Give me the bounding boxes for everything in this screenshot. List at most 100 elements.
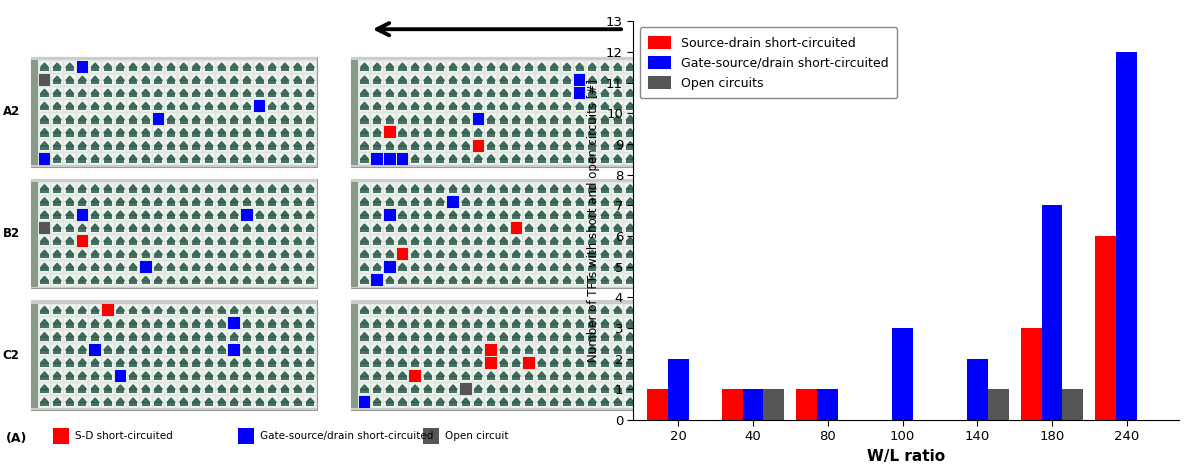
Polygon shape (268, 76, 276, 81)
Bar (306, 67, 314, 71)
Bar (574, 317, 585, 329)
Bar (116, 133, 124, 136)
Polygon shape (281, 276, 289, 281)
Polygon shape (91, 224, 100, 228)
Polygon shape (576, 89, 584, 94)
Bar (562, 87, 572, 99)
Bar (626, 67, 634, 71)
Bar (473, 317, 485, 329)
Bar (216, 317, 228, 329)
Polygon shape (576, 116, 584, 120)
Bar (462, 94, 469, 97)
Bar (512, 268, 520, 271)
Bar (267, 183, 278, 194)
Bar (191, 396, 203, 408)
Polygon shape (294, 372, 302, 376)
Bar (562, 235, 572, 247)
Bar (51, 113, 63, 126)
Polygon shape (78, 250, 87, 254)
Polygon shape (500, 76, 507, 81)
Polygon shape (550, 385, 558, 389)
Bar (447, 222, 459, 234)
Bar (154, 324, 162, 328)
Polygon shape (78, 76, 87, 81)
Bar (129, 268, 137, 271)
Bar (512, 81, 520, 84)
Polygon shape (550, 276, 558, 281)
Polygon shape (306, 250, 314, 254)
Bar (31, 57, 316, 167)
Polygon shape (192, 63, 200, 67)
Bar (563, 94, 571, 97)
Bar (462, 350, 469, 354)
Polygon shape (65, 63, 73, 67)
Bar (562, 152, 572, 165)
Bar (588, 363, 596, 367)
Bar (614, 350, 622, 354)
Bar (511, 87, 523, 99)
Bar (435, 100, 447, 112)
Polygon shape (411, 116, 419, 120)
Bar (574, 87, 585, 99)
Bar (386, 268, 393, 271)
Polygon shape (424, 263, 431, 268)
Bar (154, 389, 162, 393)
Polygon shape (154, 320, 162, 324)
Bar (511, 209, 523, 221)
Bar (140, 330, 152, 343)
Bar (203, 261, 214, 273)
Bar (192, 254, 200, 258)
Bar (384, 87, 396, 99)
Polygon shape (129, 372, 137, 376)
Polygon shape (205, 398, 213, 403)
Bar (474, 389, 482, 393)
Polygon shape (40, 250, 49, 254)
Bar (102, 304, 114, 316)
Bar (218, 254, 225, 258)
Bar (588, 281, 596, 285)
Polygon shape (104, 142, 111, 146)
Bar (205, 376, 213, 380)
Bar (230, 202, 238, 206)
Bar (51, 126, 63, 138)
Bar (89, 100, 101, 112)
Bar (65, 215, 73, 219)
Bar (487, 337, 495, 341)
Bar (473, 209, 485, 221)
Polygon shape (230, 398, 238, 403)
Bar (435, 209, 447, 221)
Polygon shape (129, 89, 137, 94)
Polygon shape (91, 250, 100, 254)
Bar (511, 317, 523, 329)
Polygon shape (230, 250, 238, 254)
Polygon shape (436, 128, 444, 133)
Bar (216, 140, 228, 152)
Polygon shape (192, 263, 200, 268)
Bar (167, 120, 175, 124)
Polygon shape (104, 263, 111, 268)
Polygon shape (306, 102, 314, 107)
Bar (241, 383, 252, 395)
Bar (371, 317, 383, 329)
Bar (384, 61, 396, 73)
Bar (77, 344, 88, 355)
Bar (447, 126, 459, 138)
Bar (256, 324, 263, 328)
Polygon shape (614, 224, 622, 228)
Bar (65, 81, 73, 84)
Polygon shape (256, 237, 263, 242)
Bar (192, 324, 200, 328)
Bar (474, 133, 482, 136)
Polygon shape (104, 385, 111, 389)
Bar (192, 94, 200, 97)
Polygon shape (154, 346, 162, 350)
Bar (587, 113, 598, 126)
Polygon shape (424, 224, 431, 228)
Bar (447, 344, 459, 355)
Bar (525, 268, 533, 271)
Bar (624, 274, 636, 287)
Bar (398, 324, 406, 328)
Bar (229, 274, 241, 287)
Bar (218, 311, 225, 314)
Bar (191, 61, 203, 73)
